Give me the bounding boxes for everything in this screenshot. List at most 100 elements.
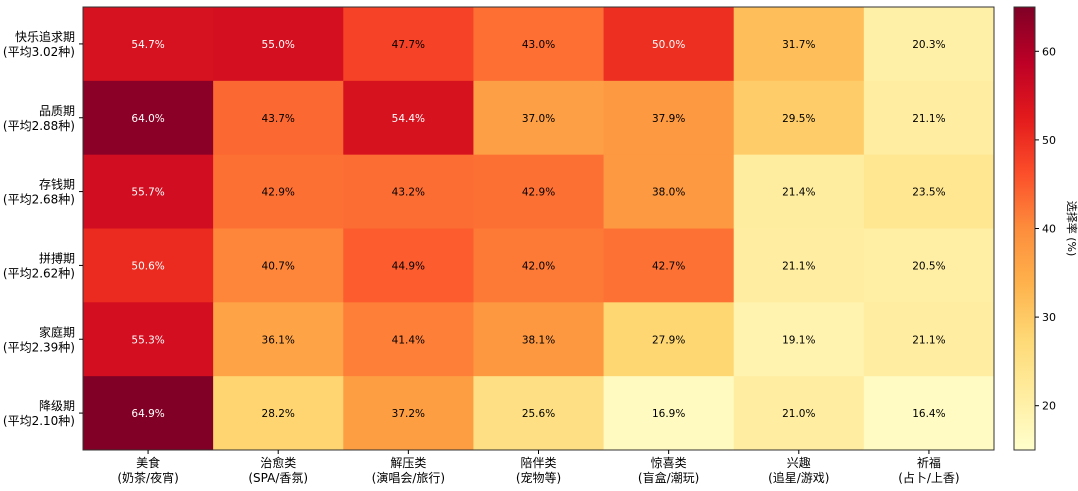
cell-value-label: 23.5% <box>912 187 945 199</box>
column-sublabel: (盲盒/潮玩) <box>638 470 699 485</box>
heatmap-cell <box>863 302 995 377</box>
cell-value-label: 31.7% <box>782 39 815 51</box>
heatmap-cell <box>473 302 605 377</box>
cell-value-label: 37.0% <box>522 113 555 125</box>
cell-value-label: 16.9% <box>652 408 685 420</box>
cell-value-label: 42.7% <box>652 260 685 272</box>
heatmap-cell <box>603 7 735 82</box>
cell-value-label: 21.1% <box>912 334 945 346</box>
column-label: 治愈类 <box>260 455 296 470</box>
cell-value-label: 16.4% <box>912 408 945 420</box>
heatmap-cell <box>213 302 344 377</box>
heatmap-cell <box>83 154 214 229</box>
cell-value-label: 50.0% <box>652 39 685 51</box>
cell-value-label: 29.5% <box>782 113 815 125</box>
heatmap-cell <box>733 302 865 377</box>
heatmap-cell <box>863 154 995 229</box>
row-sublabel: (平均2.88种) <box>3 119 75 133</box>
column-sublabel: (SPA/香氛) <box>248 471 308 485</box>
column-sublabel: (奶茶/夜宵) <box>117 470 178 485</box>
row-sublabel: (平均2.68种) <box>3 193 75 207</box>
row-label: 降级期 <box>39 399 75 413</box>
colorbar: 20 30 40 50 60 选择率 (%) <box>1013 6 1078 451</box>
heatmap-cell <box>343 376 474 451</box>
column-sublabel: (占卜/上香) <box>898 470 959 485</box>
colorbar-tick-label: 60 <box>1042 45 1056 58</box>
cell-value-label: 44.9% <box>392 260 425 272</box>
colorbar-tick-label: 30 <box>1042 311 1056 324</box>
heatmap-cell <box>603 302 735 377</box>
heatmap-cell <box>343 154 474 229</box>
column-label: 兴趣 <box>787 455 811 470</box>
heatmap-cell <box>733 7 865 82</box>
column-label: 惊喜类 <box>651 455 687 470</box>
heatmap-cell <box>213 376 344 451</box>
heatmap-cell <box>603 154 735 229</box>
cell-value-label: 36.1% <box>262 334 295 346</box>
heatmap-cell <box>863 228 995 303</box>
heatmap-cell <box>603 80 735 156</box>
cell-value-label: 55.3% <box>131 334 164 346</box>
cell-value-label: 38.0% <box>652 187 685 199</box>
row-label: 品质期 <box>39 104 75 118</box>
cell-value-label: 37.9% <box>652 113 685 125</box>
heatmap-cell <box>83 376 214 451</box>
heatmap-cell <box>473 7 605 82</box>
column-sublabel: (宠物等) <box>516 470 561 485</box>
column-label: 陪伴类 <box>520 455 556 470</box>
cell-value-label: 25.6% <box>522 408 555 420</box>
column-label: 祈福 <box>917 455 941 470</box>
heatmap-cell <box>733 154 865 229</box>
heatmap-cell <box>343 228 474 303</box>
heatmap-cell <box>343 80 474 156</box>
row-label: 快乐追求期 <box>15 29 75 44</box>
row-label: 拼搏期 <box>39 251 75 265</box>
cell-value-label: 42.9% <box>522 187 555 199</box>
colorbar-label: 选择率 (%) <box>1065 201 1078 257</box>
colorbar-scale <box>1013 6 1036 451</box>
cell-value-label: 42.9% <box>262 187 295 199</box>
heatmap-cell <box>603 376 735 451</box>
heatmap-cells: 54.7% 55.0% 47.7% 43.0% 50.0% 31.7% 20.3% 64.0%… <box>82 6 995 451</box>
cell-value-label: 37.2% <box>392 408 425 420</box>
heatmap-cell <box>473 80 605 156</box>
heatmap-cell <box>83 302 214 377</box>
heatmap-cell <box>473 376 605 451</box>
cell-value-label: 38.1% <box>522 334 555 346</box>
cell-value-label: 21.4% <box>782 187 815 199</box>
column-label: 美食 <box>136 455 160 470</box>
cell-value-label: 27.9% <box>652 334 685 346</box>
heatmap-cell <box>863 376 995 451</box>
cell-value-label: 54.4% <box>392 113 425 125</box>
heatmap-cell <box>83 80 214 156</box>
cell-value-label: 43.7% <box>262 113 295 125</box>
row-sublabel: (平均2.39种) <box>3 340 75 354</box>
row-label: 存钱期 <box>39 177 75 192</box>
cell-value-label: 42.0% <box>522 260 555 272</box>
cell-value-label: 41.4% <box>392 334 425 346</box>
column-sublabel: (演唱会/旅行) <box>372 470 445 485</box>
cell-value-label: 64.9% <box>131 408 164 420</box>
column-sublabel: (追星/游戏) <box>768 470 829 485</box>
cell-value-label: 20.3% <box>912 39 945 51</box>
row-sublabel: (平均3.02种) <box>3 45 75 59</box>
row-labels: 快乐追求期(平均3.02种) 品质期(平均2.88种) 存钱期(平均2.68种) 拼搏… <box>3 29 83 428</box>
cell-value-label: 55.7% <box>131 187 164 199</box>
column-labels: 美食(奶茶/夜宵) 治愈类(SPA/香氛) 解压类(演唱会/旅行) 陪伴类(宠物等) 惊… <box>117 450 960 485</box>
cell-value-label: 19.1% <box>782 334 815 346</box>
cell-value-label: 43.2% <box>392 187 425 199</box>
heatmap-cell <box>213 80 344 156</box>
heatmap-cell <box>343 302 474 377</box>
heatmap-cell <box>733 228 865 303</box>
heatmap-cell <box>603 228 735 303</box>
colorbar-tick-label: 20 <box>1042 400 1056 413</box>
column-label: 解压类 <box>390 456 426 470</box>
heatmap-cell <box>733 376 865 451</box>
cell-value-label: 21.1% <box>782 260 815 272</box>
heatmap-cell <box>863 7 995 82</box>
cell-value-label: 20.5% <box>912 260 945 272</box>
row-sublabel: (平均2.62种) <box>3 266 75 280</box>
cell-value-label: 21.0% <box>782 408 815 420</box>
heatmap-cell <box>473 154 605 229</box>
